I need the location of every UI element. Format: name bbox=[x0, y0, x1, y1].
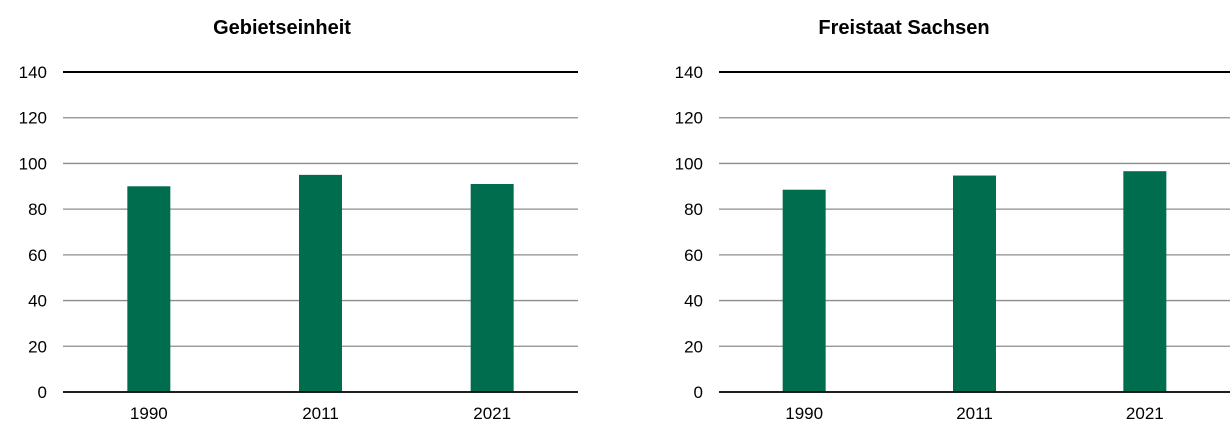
x-tick-label: 2011 bbox=[302, 404, 339, 423]
bar-2021 bbox=[470, 184, 514, 392]
chart-panel-2: Freistaat Sachsen 0 20 40 60 80 100 120 140 1990 2… bbox=[675, 17, 1230, 423]
chart-title: Gebietseinheit bbox=[213, 17, 351, 39]
chart-title: Freistaat Sachsen bbox=[818, 17, 989, 39]
y-tick-label: 40 bbox=[684, 292, 703, 311]
y-tick-label: 140 bbox=[19, 63, 47, 82]
y-tick-label: 20 bbox=[28, 337, 47, 356]
bar-2011 bbox=[953, 175, 996, 392]
y-tick-label: 80 bbox=[684, 200, 703, 219]
x-tick-label: 2021 bbox=[473, 404, 511, 423]
y-tick-label: 100 bbox=[675, 154, 703, 173]
y-tick-label: 0 bbox=[38, 383, 47, 402]
y-tick-label: 100 bbox=[19, 154, 47, 173]
x-tick-label: 2021 bbox=[1126, 404, 1164, 423]
y-tick-label: 60 bbox=[28, 246, 47, 265]
bar-1990 bbox=[782, 189, 826, 392]
bar-1990 bbox=[127, 186, 171, 392]
y-tick-label: 20 bbox=[684, 337, 703, 356]
y-tick-label: 0 bbox=[694, 383, 703, 402]
chart-panel-1: Gebietseinheit 0 20 40 60 80 100 120 140 1990 2011… bbox=[19, 17, 578, 423]
y-tick-label: 120 bbox=[675, 109, 703, 128]
y-tick-label: 60 bbox=[684, 246, 703, 265]
x-tick-label: 2011 bbox=[956, 404, 993, 423]
bar-2011 bbox=[299, 174, 342, 392]
y-tick-label: 140 bbox=[675, 63, 703, 82]
x-tick-label: 1990 bbox=[130, 404, 168, 423]
y-tick-label: 120 bbox=[19, 109, 47, 128]
x-tick-label: 1990 bbox=[785, 404, 823, 423]
y-tick-label: 80 bbox=[28, 200, 47, 219]
bar-2021 bbox=[1123, 171, 1167, 392]
y-tick-label: 40 bbox=[28, 292, 47, 311]
